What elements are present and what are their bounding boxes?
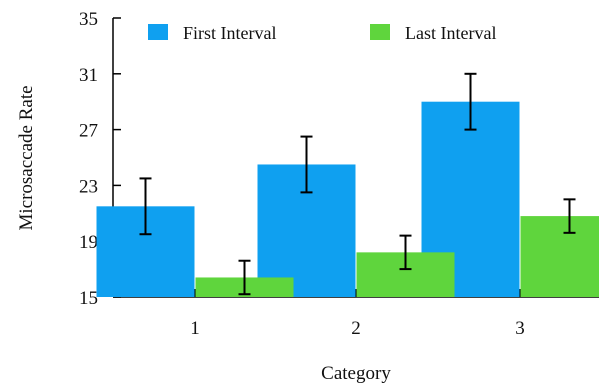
error-bars — [139, 72, 576, 296]
y-tick-label: 27 — [79, 121, 98, 142]
x-tick-label: 2 — [351, 318, 361, 339]
y-axis-title: Microsaccade Rate — [16, 85, 37, 230]
y-tick-label: 31 — [79, 65, 98, 86]
x-tick-label: 1 — [190, 318, 200, 339]
error-bar — [139, 177, 152, 236]
x-axis-title: Category — [321, 363, 391, 384]
y-tick-label: 35 — [79, 9, 98, 30]
legend-swatch — [148, 24, 168, 40]
bars — [96, 101, 599, 297]
legend-label: Last Interval — [405, 23, 496, 43]
x-tick-label: 3 — [515, 318, 525, 339]
error-bar — [399, 234, 412, 271]
error-bar — [563, 198, 576, 234]
y-tick-label: 23 — [79, 176, 98, 197]
legend-label: First Interval — [183, 23, 276, 43]
y-tick-label: 15 — [79, 288, 98, 309]
error-bar — [464, 72, 477, 131]
legend-swatch — [370, 24, 390, 40]
error-bar — [300, 135, 313, 194]
error-bar — [238, 259, 251, 296]
legend: First Interval Last Interval — [148, 23, 496, 43]
bar-last-interval-cat-3 — [520, 216, 599, 297]
y-tick-label: 19 — [79, 232, 98, 253]
